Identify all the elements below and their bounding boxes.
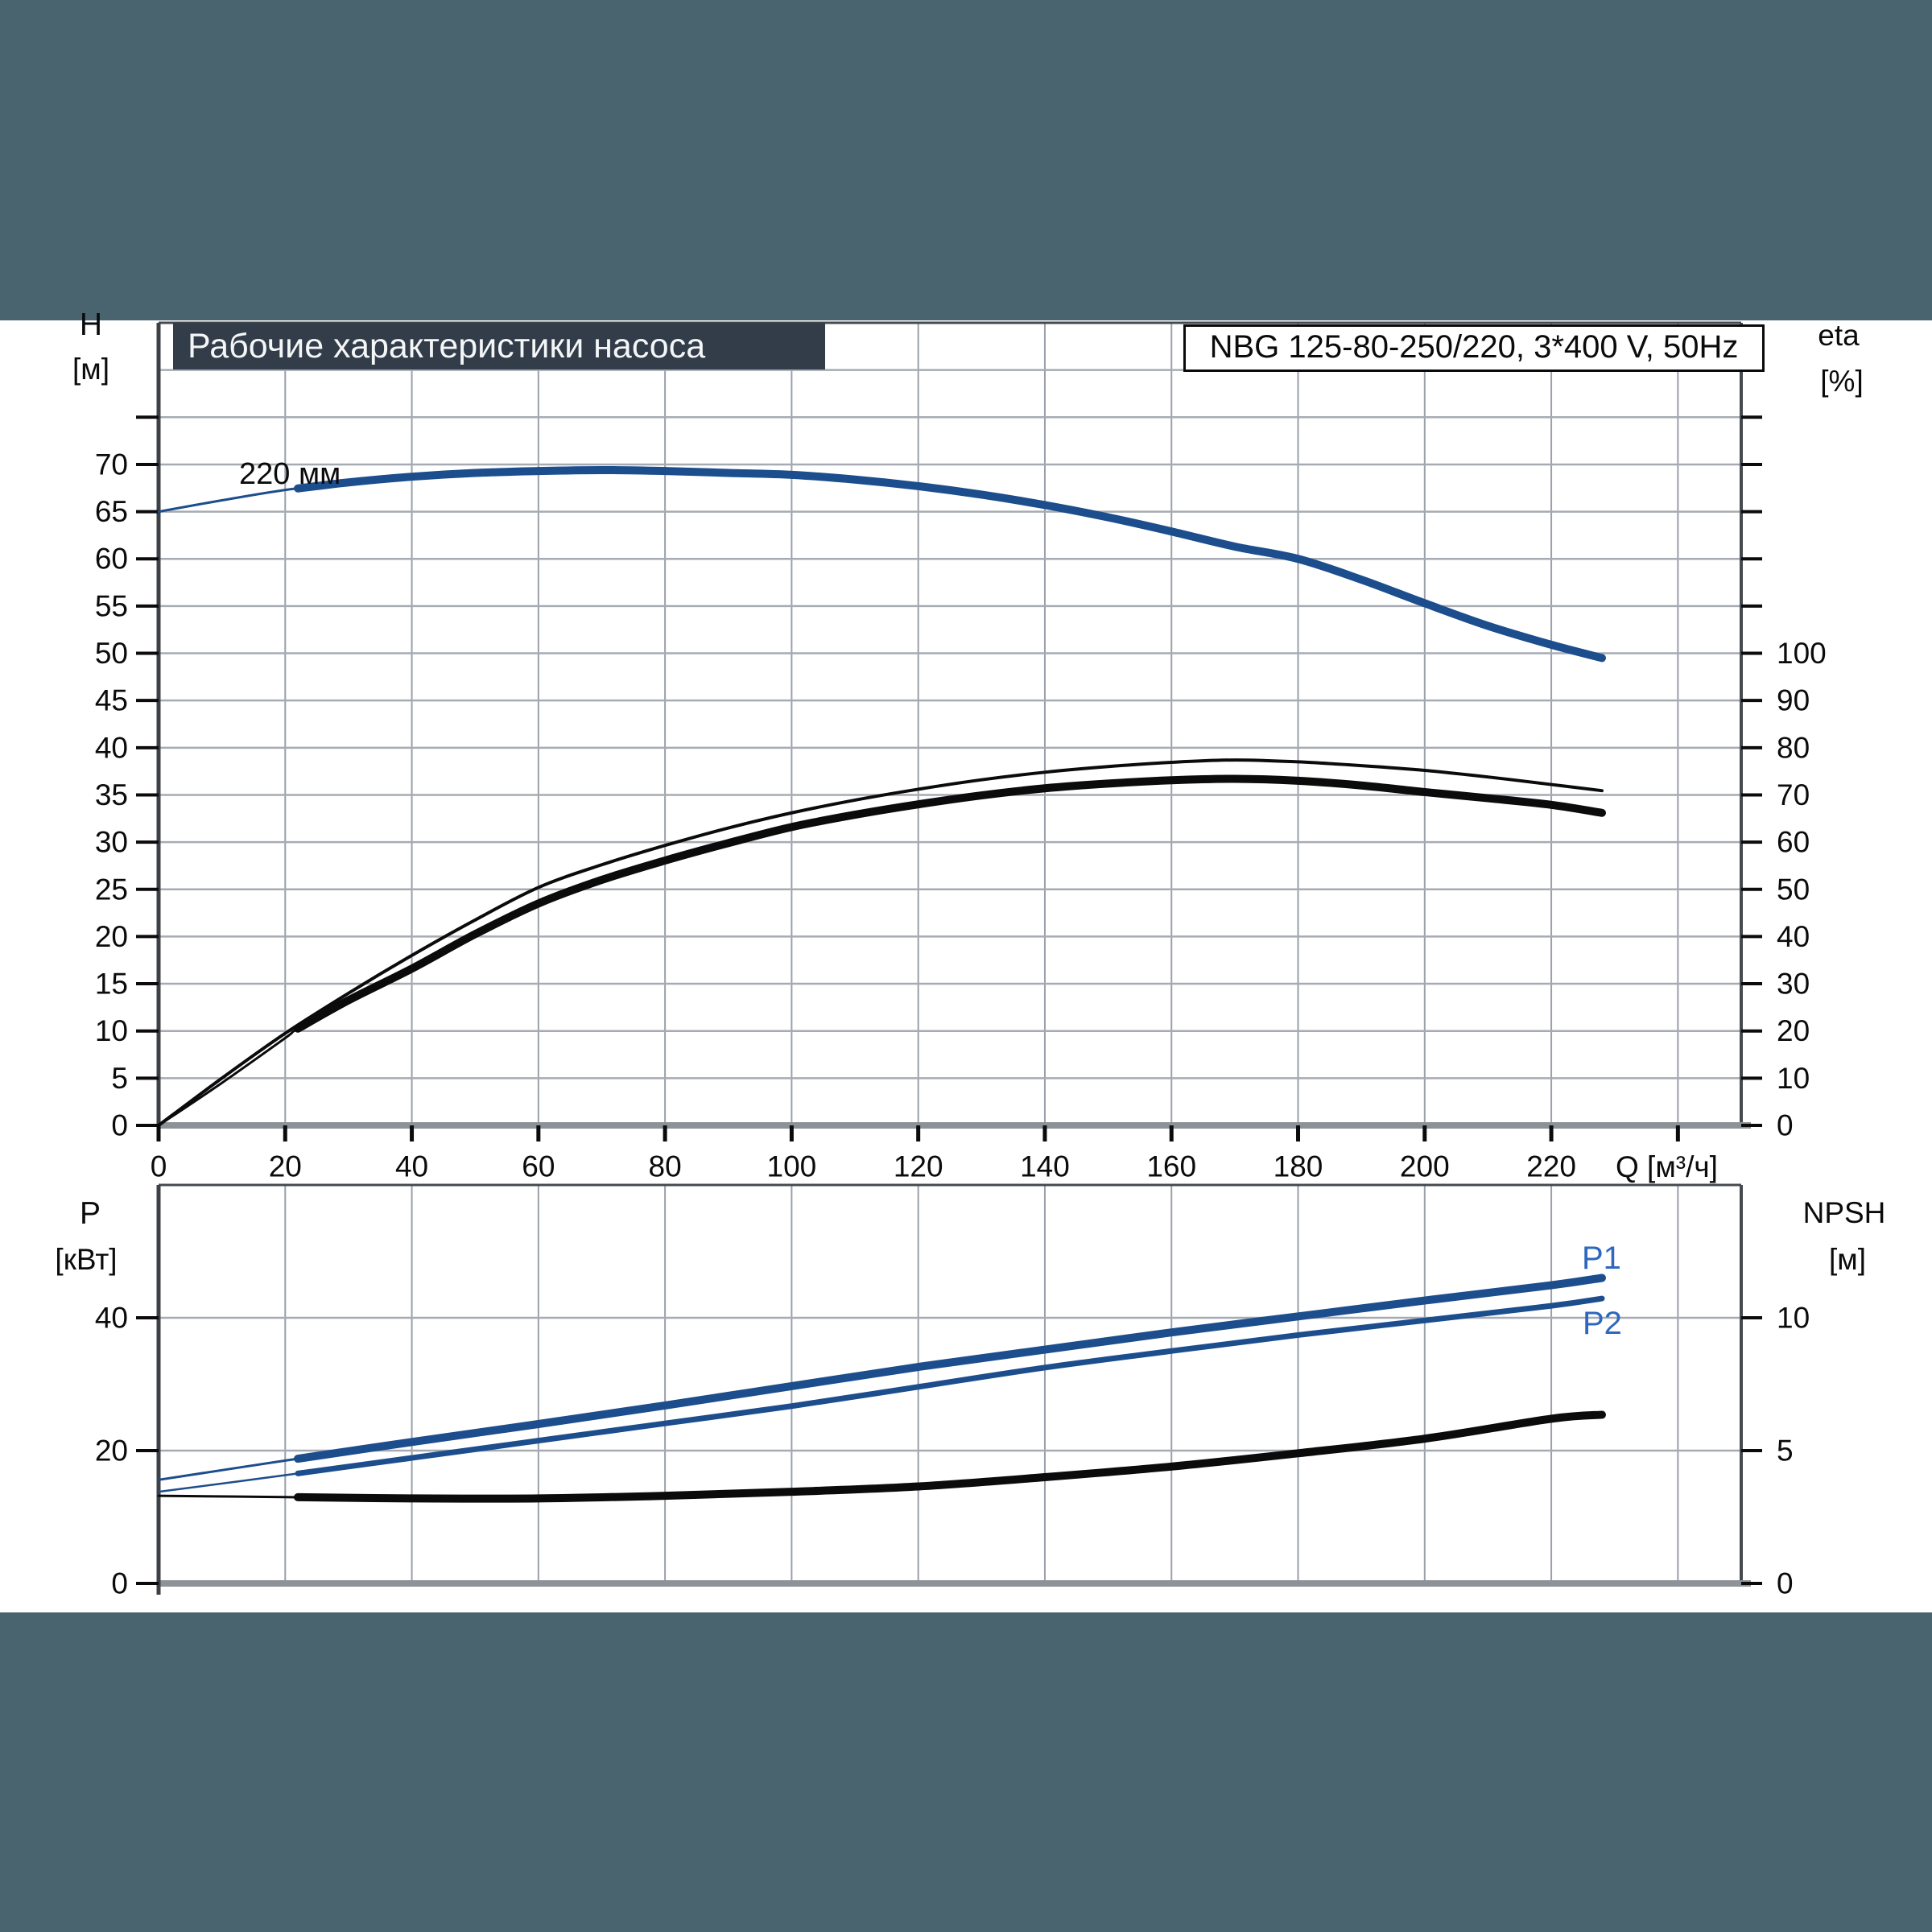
svg-text:65: 65 [95, 495, 128, 528]
x-axis-label: Q [м³/ч] [1616, 1150, 1718, 1183]
power-axis-unit: [кВт] [55, 1243, 118, 1276]
svg-text:20: 20 [269, 1150, 302, 1183]
svg-text:20: 20 [95, 1435, 128, 1468]
p1-curve-label: P1 [1582, 1241, 1621, 1276]
p2-curve-label: P2 [1583, 1306, 1622, 1341]
svg-text:30: 30 [1777, 968, 1810, 1001]
svg-text:80: 80 [649, 1150, 682, 1183]
svg-text:100: 100 [767, 1150, 817, 1183]
svg-text:40: 40 [95, 1302, 128, 1335]
svg-text:40: 40 [395, 1150, 428, 1183]
y-left-axis-unit: [м] [72, 353, 109, 386]
svg-text:70: 70 [95, 448, 128, 481]
svg-text:10: 10 [1777, 1062, 1810, 1095]
svg-text:200: 200 [1400, 1150, 1450, 1183]
svg-text:60: 60 [1777, 826, 1810, 859]
y-right-axis-unit: [%] [1820, 365, 1864, 398]
chart-canvas [0, 320, 1932, 1612]
npsh-axis-name: NPSH [1802, 1196, 1886, 1229]
svg-text:35: 35 [95, 778, 128, 811]
svg-text:0: 0 [1777, 1567, 1794, 1600]
svg-text:5: 5 [111, 1062, 128, 1095]
svg-text:40: 40 [1777, 920, 1810, 953]
y-left-axis-name: H [79, 308, 103, 342]
svg-text:60: 60 [95, 543, 128, 576]
svg-text:30: 30 [95, 826, 128, 859]
pump-model-label: NBG 125-80-250/220, 3*400 V, 50Hz [1209, 329, 1739, 365]
svg-text:160: 160 [1146, 1150, 1196, 1183]
svg-text:70: 70 [1777, 778, 1810, 811]
pump-model-box: NBG 125-80-250/220, 3*400 V, 50Hz [1183, 324, 1765, 372]
svg-text:0: 0 [111, 1567, 128, 1600]
svg-text:40: 40 [95, 731, 128, 764]
svg-text:120: 120 [894, 1150, 943, 1183]
svg-text:100: 100 [1777, 637, 1827, 670]
npsh-axis-unit: [м] [1829, 1243, 1866, 1276]
svg-text:20: 20 [1777, 1014, 1810, 1047]
impeller-diameter-annotation: 220 мм [239, 457, 341, 491]
y-right-axis-name: eta [1818, 319, 1860, 352]
svg-text:220: 220 [1526, 1150, 1576, 1183]
power-axis-name: P [79, 1196, 101, 1231]
svg-text:50: 50 [95, 637, 128, 670]
svg-text:60: 60 [522, 1150, 555, 1183]
svg-text:25: 25 [95, 873, 128, 906]
svg-text:10: 10 [1777, 1302, 1810, 1335]
svg-text:15: 15 [95, 968, 128, 1001]
svg-text:80: 80 [1777, 731, 1810, 764]
svg-text:0: 0 [111, 1109, 128, 1142]
chart-title-bar: Рабочие характеристики насоса [173, 323, 825, 369]
chart-title: Рабочие характеристики насоса [188, 327, 706, 365]
svg-text:90: 90 [1777, 684, 1810, 717]
svg-text:140: 140 [1020, 1150, 1070, 1183]
svg-text:5: 5 [1777, 1435, 1794, 1468]
svg-text:10: 10 [95, 1014, 128, 1047]
svg-text:45: 45 [95, 684, 128, 717]
svg-text:0: 0 [151, 1150, 167, 1183]
svg-text:20: 20 [95, 920, 128, 953]
svg-text:180: 180 [1274, 1150, 1323, 1183]
svg-text:0: 0 [1777, 1109, 1794, 1142]
svg-text:50: 50 [1777, 873, 1810, 906]
svg-text:55: 55 [95, 589, 128, 622]
